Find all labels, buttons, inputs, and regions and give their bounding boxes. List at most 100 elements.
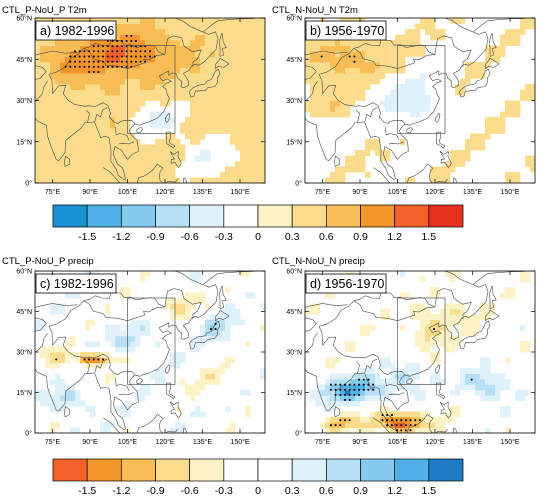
field-cell: [210, 100, 216, 107]
field-cell: [460, 384, 466, 391]
field-cell: [95, 357, 101, 364]
field-cell: [255, 122, 261, 129]
field-cell: [200, 73, 206, 79]
stipple-dot: [339, 393, 342, 396]
field-cell: [55, 362, 61, 369]
field-cell: [85, 325, 91, 331]
field-cell: [245, 292, 251, 299]
field-cell: [315, 400, 321, 407]
field-cell: [255, 51, 261, 57]
field-cell: [210, 73, 216, 79]
field-cell: [150, 34, 156, 41]
field-cell: [225, 303, 231, 310]
field-cell: [135, 150, 141, 156]
field-cell: [320, 95, 326, 101]
field-cell: [190, 341, 196, 347]
field-cell: [100, 100, 106, 107]
field-cell: [490, 373, 496, 380]
field-cell: [500, 373, 506, 380]
stipple-dot: [120, 45, 123, 48]
field-cell: [250, 18, 256, 24]
field-cell: [365, 427, 371, 433]
field-cell: [395, 422, 401, 428]
field-cell: [465, 67, 471, 74]
field-cell: [325, 406, 331, 412]
coastline: [353, 292, 436, 321]
field-cell: [190, 84, 196, 90]
field-cell: [200, 150, 206, 156]
field-cell: [260, 161, 265, 167]
field-cell: [175, 29, 181, 35]
field-cell: [210, 23, 216, 30]
field-cell: [200, 379, 206, 385]
field-cell: [115, 161, 121, 167]
field-cell: [240, 155, 246, 162]
coastline: [35, 317, 47, 332]
field-cell: [460, 308, 466, 315]
stipple-dot: [92, 60, 95, 63]
field-cell: [355, 73, 361, 79]
field-cell: [245, 67, 251, 74]
field-cell: [205, 67, 211, 74]
field-cell: [505, 292, 511, 299]
field-cell: [160, 177, 166, 183]
field-cell: [85, 362, 91, 369]
field-cell: [340, 389, 346, 396]
field-cell: [525, 341, 531, 347]
field-cell: [350, 341, 356, 347]
field-cell: [115, 139, 121, 145]
field-cell: [180, 427, 186, 433]
field-cell: [135, 95, 141, 101]
field-cell: [180, 303, 186, 310]
field-cell: [165, 122, 171, 129]
field-cell: [510, 172, 516, 178]
field-cell: [170, 62, 176, 68]
field-cell: [440, 330, 446, 337]
field-cell: [145, 62, 151, 68]
field-cell: [245, 84, 251, 90]
field-cell: [175, 89, 181, 96]
field-cell: [410, 308, 416, 315]
field-cell: [185, 128, 191, 134]
field-cell: [175, 427, 181, 433]
field-cell: [410, 177, 416, 183]
field-cell: [475, 73, 481, 79]
field-cell: [235, 56, 241, 63]
coastline: [322, 336, 406, 375]
field-cell: [385, 45, 391, 52]
field-cell: [220, 78, 226, 85]
field-cell: [350, 67, 356, 74]
field-cell: [110, 78, 116, 85]
field-cell: [215, 18, 221, 19]
stipple-dot: [153, 55, 156, 58]
stipple-dot: [130, 50, 133, 53]
study-region-box: [397, 297, 446, 385]
field-cell: [135, 155, 141, 162]
field-cell: [90, 40, 96, 46]
field-cell: [130, 166, 136, 173]
field-cell: [455, 319, 461, 326]
field-cell: [55, 122, 61, 129]
stipple-dot: [320, 55, 323, 58]
field-cell: [60, 384, 66, 391]
field-cell: [525, 161, 531, 167]
stipple-dot: [73, 50, 77, 53]
field-cell: [140, 45, 146, 52]
field-cell: [180, 155, 186, 162]
field-cell: [400, 325, 406, 331]
coastline: [453, 427, 457, 433]
field-cell: [35, 395, 41, 401]
field-cell: [360, 78, 366, 85]
field-cell: [50, 122, 56, 129]
field-cell: [125, 166, 131, 173]
field-cell: [315, 67, 321, 74]
field-cell: [70, 335, 76, 342]
field-cell: [55, 177, 61, 183]
field-cell: [335, 89, 341, 96]
field-cell: [245, 144, 251, 151]
field-cell: [380, 357, 386, 364]
field-cell: [200, 384, 206, 391]
field-cell: [220, 172, 226, 178]
field-cell: [465, 384, 471, 391]
